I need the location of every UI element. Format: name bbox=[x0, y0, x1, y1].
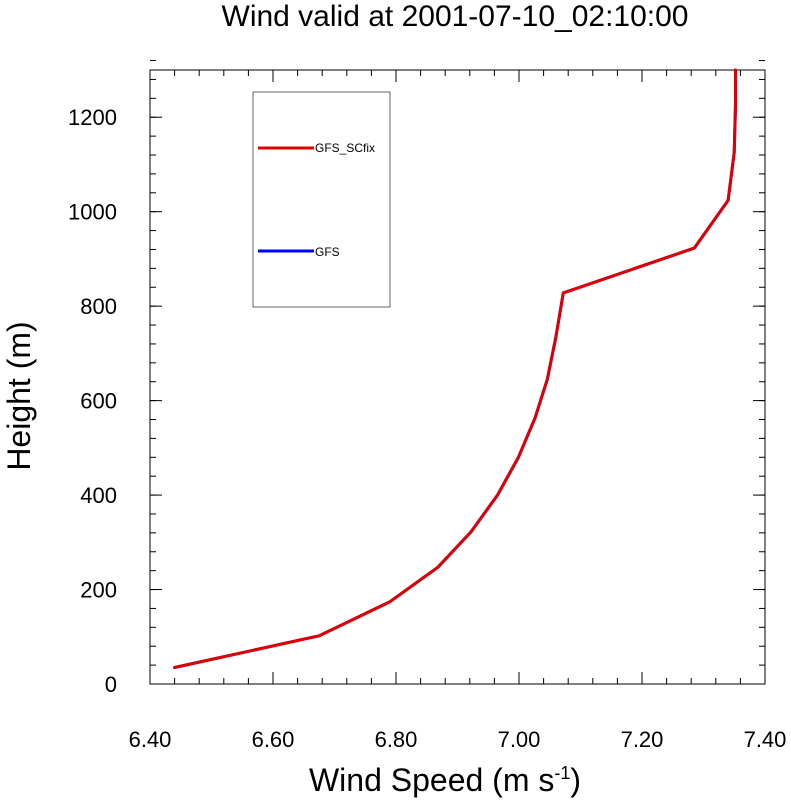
legend: GFS_SCfix GFS bbox=[252, 91, 391, 308]
y-tick-label: 0 bbox=[105, 672, 117, 697]
x-tick-label: 6.80 bbox=[375, 727, 418, 752]
series-lines bbox=[173, 68, 737, 669]
x-tick-label: 6.60 bbox=[252, 727, 295, 752]
y-tick-label: 400 bbox=[80, 483, 117, 508]
legend-label-gfs-scfix: GFS_SCfix bbox=[315, 141, 375, 155]
legend-label-gfs: GFS bbox=[315, 245, 340, 259]
legend-box bbox=[252, 91, 391, 308]
major-ticks bbox=[149, 70, 766, 685]
y-tick-labels: 0 200 400 600 800 1000 1200 bbox=[68, 105, 117, 697]
y-tick-label: 800 bbox=[80, 294, 117, 319]
x-tick-label: 6.40 bbox=[129, 727, 172, 752]
plot-area bbox=[149, 60, 766, 685]
x-axis-label-superscript: -1 bbox=[554, 763, 570, 783]
x-axis-label-main: Wind Speed (m s bbox=[309, 762, 554, 798]
y-tick-label: 200 bbox=[80, 578, 117, 603]
y-tick-label: 1000 bbox=[68, 200, 117, 225]
x-tick-label: 7.20 bbox=[621, 727, 664, 752]
x-tick-label: 7.40 bbox=[744, 727, 787, 752]
y-tick-label: 600 bbox=[80, 389, 117, 414]
x-tick-label: 7.00 bbox=[498, 727, 541, 752]
chart-title: Wind valid at 2001-07-10_02:10:00 bbox=[222, 0, 689, 33]
x-tick-labels: 6.40 6.60 6.80 7.00 7.20 7.40 bbox=[129, 727, 787, 752]
x-axis-label-suffix: ) bbox=[570, 762, 581, 798]
y-tick-label: 1200 bbox=[68, 105, 117, 130]
x-axis-label: Wind Speed (m s-1) bbox=[309, 762, 581, 798]
y-axis-label: Height (m) bbox=[1, 321, 37, 470]
series-line-gfs-scfix bbox=[173, 68, 737, 669]
minor-ticks bbox=[149, 60, 766, 685]
plot-frame bbox=[149, 69, 766, 685]
